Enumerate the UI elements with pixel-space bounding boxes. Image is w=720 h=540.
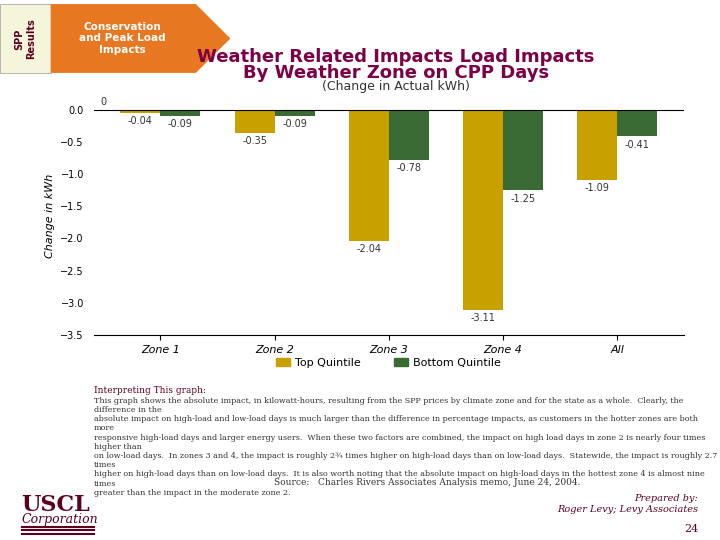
Text: 24: 24 xyxy=(684,524,698,534)
Text: -3.11: -3.11 xyxy=(471,313,495,323)
Text: -2.04: -2.04 xyxy=(356,244,382,254)
Text: Roger Levy; Levy Associates: Roger Levy; Levy Associates xyxy=(557,505,698,514)
Text: -1.25: -1.25 xyxy=(510,193,536,204)
Text: -0.09: -0.09 xyxy=(282,119,307,129)
Text: Conservation
and Peak Load
Impacts: Conservation and Peak Load Impacts xyxy=(78,22,166,55)
Text: -0.41: -0.41 xyxy=(625,139,649,150)
Bar xyxy=(274,110,315,116)
Bar xyxy=(161,110,200,116)
Text: Interpreting This graph:: Interpreting This graph: xyxy=(94,386,206,395)
Bar xyxy=(120,110,161,113)
Bar xyxy=(503,110,543,190)
Text: -0.35: -0.35 xyxy=(242,136,267,146)
Text: -0.09: -0.09 xyxy=(168,119,193,129)
FancyBboxPatch shape xyxy=(0,4,50,73)
Text: SPP
Results: SPP Results xyxy=(14,18,36,59)
Bar xyxy=(348,110,389,241)
Text: Source:   Charles Rivers Associates Analysis memo, June 24, 2004.: Source: Charles Rivers Associates Analys… xyxy=(274,478,580,487)
Bar xyxy=(463,110,503,310)
Bar xyxy=(577,110,617,180)
Legend: Top Quintile, Bottom Quintile: Top Quintile, Bottom Quintile xyxy=(272,353,505,372)
Text: -0.78: -0.78 xyxy=(396,163,421,173)
Text: 0: 0 xyxy=(100,97,107,107)
Text: Weather Related Impacts Load Impacts: Weather Related Impacts Load Impacts xyxy=(197,48,595,66)
Bar xyxy=(235,110,274,132)
Text: (Change in Actual kWh): (Change in Actual kWh) xyxy=(322,80,470,93)
Text: By Weather Zone on CPP Days: By Weather Zone on CPP Days xyxy=(243,64,549,82)
Text: Prepared by:: Prepared by: xyxy=(634,494,698,503)
Text: USCL: USCL xyxy=(22,494,90,516)
Text: This graph shows the absolute impact, in kilowatt-hours, resulting from the SPP : This graph shows the absolute impact, in… xyxy=(94,397,717,497)
Text: -0.04: -0.04 xyxy=(128,116,153,126)
Text: -1.09: -1.09 xyxy=(585,183,610,193)
Bar xyxy=(617,110,657,137)
Text: Corporation: Corporation xyxy=(22,513,98,526)
Polygon shape xyxy=(50,4,230,73)
Y-axis label: Change in kWh: Change in kWh xyxy=(45,174,55,258)
Bar xyxy=(389,110,429,160)
